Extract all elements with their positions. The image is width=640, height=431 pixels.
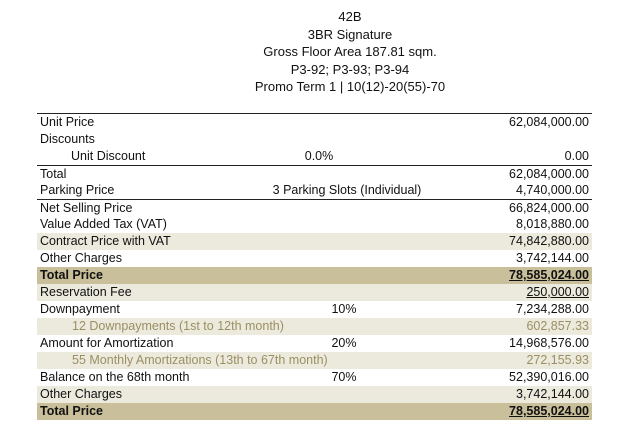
row-amount: 78,585,024.00	[509, 404, 589, 418]
row-other-charges: Other Charges 3,742,144.00	[37, 386, 592, 403]
row-unit-price: Unit Price 62,084,000.00	[37, 114, 592, 131]
row-label: Net Selling Price	[40, 201, 133, 215]
row-label: 12 Downpayments (1st to 12th month)	[72, 319, 284, 333]
row-percent: 20%	[331, 336, 357, 350]
row-label: Unit Price	[40, 115, 95, 129]
gross-floor-area: Gross Floor Area 187.81 sqm.	[263, 44, 437, 59]
row-amount: 74,842,880.00	[509, 234, 589, 248]
row-reservation-fee: Reservation Fee 250,000.00	[37, 284, 592, 301]
unit-number: 42B	[338, 9, 362, 24]
row-amount: 66,824,000.00	[509, 201, 589, 215]
row-amortization: Amount for Amortization 20% 14,968,576.0…	[37, 335, 592, 352]
row-percent: 0.0%	[304, 149, 334, 163]
row-total-price: Total Price 78,585,024.00	[37, 267, 592, 284]
row-label: Amount for Amortization	[40, 336, 174, 350]
row-label: Value Added Tax (VAT)	[40, 217, 167, 231]
row-balance: Balance on the 68th month 70% 52,390,016…	[37, 369, 592, 386]
row-amount: 78,585,024.00	[509, 268, 589, 282]
row-label: Downpayment	[40, 302, 120, 316]
row-label: Other Charges	[40, 251, 122, 265]
row-other-charges: Other Charges 3,742,144.00	[37, 250, 592, 267]
row-contract-price: Contract Price with VAT 74,842,880.00	[37, 233, 592, 250]
row-note: 3 Parking Slots (Individual)	[272, 183, 422, 197]
row-label: Reservation Fee	[40, 285, 132, 299]
row-unit-discount: Unit Discount 0.0% 0.00	[37, 148, 592, 165]
row-amount: 4,740,000.00	[516, 183, 589, 197]
row-amount: 7,234,288.00	[516, 302, 589, 316]
row-amount: 52,390,016.00	[509, 370, 589, 384]
row-amortization-installments: 55 Monthly Amortizations (13th to 67th m…	[37, 352, 592, 369]
row-discounts: Discounts	[37, 131, 592, 148]
row-label: Total Price	[40, 268, 103, 282]
row-downpayment: Downpayment 10% 7,234,288.00	[37, 301, 592, 318]
row-amount: 14,968,576.00	[509, 336, 589, 350]
promo-term: Promo Term 1 | 10(12)-20(55)-70	[254, 79, 446, 94]
row-label: 55 Monthly Amortizations (13th to 67th m…	[72, 353, 328, 367]
row-label: Other Charges	[40, 387, 122, 401]
row-label: Parking Price	[40, 183, 115, 197]
row-label: Total	[40, 167, 67, 181]
row-label: Balance on the 68th month	[40, 370, 190, 384]
row-label: Contract Price with VAT	[40, 234, 171, 248]
row-label: Discounts	[40, 132, 95, 146]
row-net-selling-price: Net Selling Price 66,824,000.00	[37, 199, 592, 216]
price-computation-table: Unit Price 62,084,000.00 Discounts Unit …	[37, 113, 592, 420]
row-amount: 8,018,880.00	[516, 217, 589, 231]
row-percent: 10%	[331, 302, 357, 316]
row-label: Total Price	[40, 404, 103, 418]
row-downpayment-installments: 12 Downpayments (1st to 12th month) 602,…	[37, 318, 592, 335]
row-amount: 0.00	[564, 149, 589, 163]
row-amount: 62,084,000.00	[509, 167, 589, 181]
unit-type: 3BR Signature	[307, 26, 393, 42]
row-amount: 272,155.93	[526, 353, 589, 367]
row-percent: 70%	[331, 370, 357, 384]
row-amount: 3,742,144.00	[516, 251, 589, 265]
row-amount: 62,084,000.00	[509, 115, 589, 129]
row-total-price: Total Price 78,585,024.00	[37, 403, 592, 420]
row-amount: 3,742,144.00	[516, 387, 589, 401]
row-parking-price: Parking Price 3 Parking Slots (Individua…	[37, 182, 592, 199]
row-label: Unit Discount	[71, 149, 146, 163]
row-total: Total 62,084,000.00	[37, 165, 592, 182]
row-amount: 602,857.33	[526, 319, 589, 333]
parking-slots: P3-92; P3-93; P3-94	[290, 61, 410, 77]
row-vat: Value Added Tax (VAT) 8,018,880.00	[37, 216, 592, 233]
row-amount: 250,000.00	[526, 285, 589, 299]
unit-header: 42B 3BR Signature Gross Floor Area 187.8…	[0, 8, 640, 96]
